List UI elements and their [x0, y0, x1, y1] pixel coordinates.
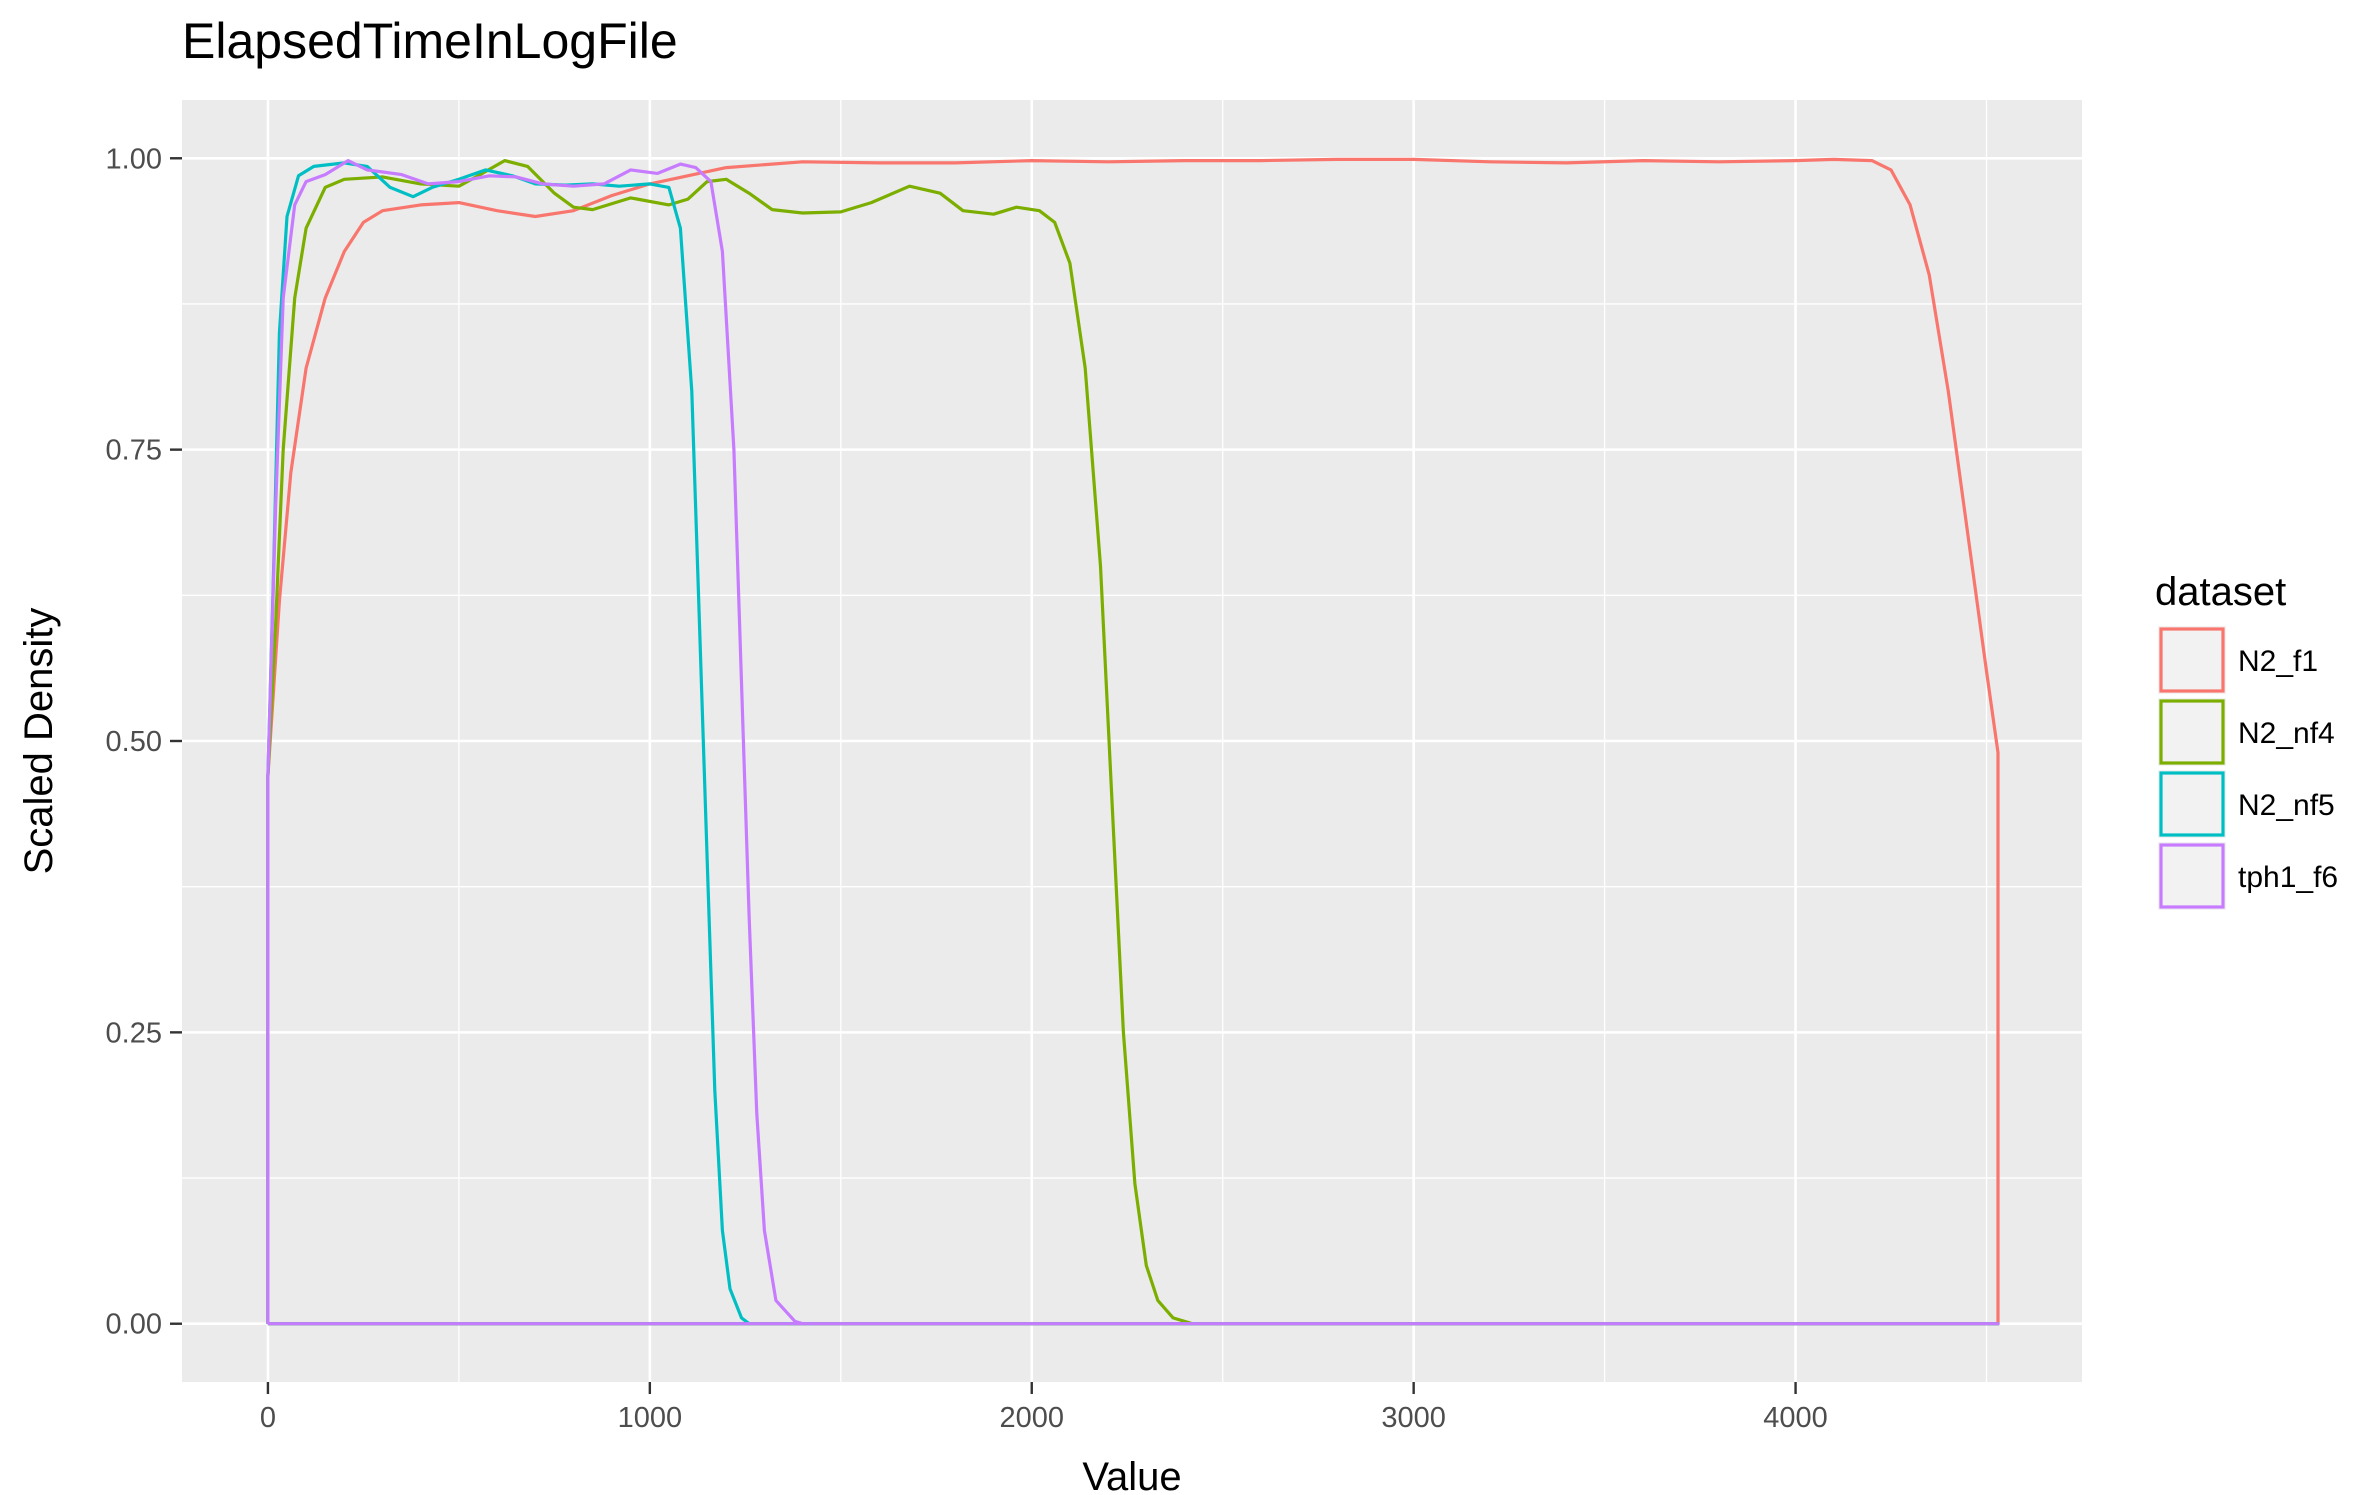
legend-key-bg — [2158, 698, 2226, 766]
legend-key-bg — [2158, 770, 2226, 838]
y-tick-label: 0.50 — [106, 726, 162, 758]
legend-items: N2_f1 N2_nf4 N2_nf5 tph1_f6 — [2158, 626, 2338, 910]
series-line-n2-f1 — [266, 157, 2000, 1326]
y-tick-label: 0.00 — [106, 1309, 162, 1341]
y-tick-label: 0.25 — [106, 1017, 162, 1049]
y-tick-label: 1.00 — [106, 143, 162, 175]
x-tick-label: 3000 — [1381, 1402, 1446, 1434]
legend-label: N2_nf5 — [2238, 789, 2335, 822]
legend-title: dataset — [2155, 570, 2286, 614]
x-tick-label: 4000 — [1763, 1402, 1828, 1434]
chart-title: ElapsedTimeInLogFile — [182, 13, 678, 69]
x-tick-label: 2000 — [999, 1402, 1064, 1434]
legend-key — [2159, 843, 2225, 909]
legend-key — [2159, 771, 2225, 837]
legend: dataset N2_f1 N2_nf4 N2_nf5 tph1_f6 — [2155, 570, 2338, 910]
legend-label: N2_nf4 — [2238, 717, 2335, 750]
x-tick-label: 0 — [260, 1402, 276, 1434]
legend-key-bg — [2158, 842, 2226, 910]
legend-key-bg — [2158, 626, 2226, 694]
legend-label: N2_f1 — [2238, 645, 2318, 678]
series-line-n2-nf4 — [266, 159, 2000, 1326]
legend-key — [2159, 627, 2225, 693]
series-layer — [266, 157, 2000, 1326]
y-axis: 0.00 0.25 0.50 0.75 1.00 — [106, 143, 182, 1341]
x-tick-label: 1000 — [618, 1402, 683, 1434]
x-axis: 0 1000 2000 3000 4000 — [260, 1382, 1828, 1434]
x-axis-title: Value — [1082, 1455, 1181, 1495]
y-tick-label: 0.75 — [106, 435, 162, 467]
legend-key — [2159, 699, 2225, 765]
legend-label: tph1_f6 — [2238, 861, 2338, 894]
series-line-tph1-f6 — [266, 159, 2000, 1326]
y-axis-title: Scaled Density — [17, 608, 61, 875]
